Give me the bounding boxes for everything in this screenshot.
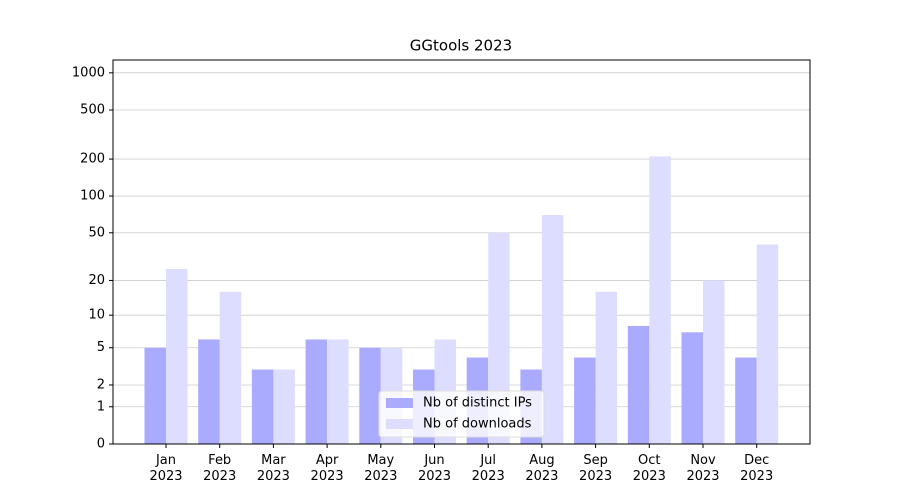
- legend-label: Nb of downloads: [423, 417, 532, 432]
- y-tick-label: 5: [97, 340, 105, 355]
- legend-swatch: [386, 398, 413, 408]
- x-tick-label: May 2023: [364, 453, 398, 484]
- y-tick-label: 100: [80, 189, 105, 204]
- y-tick-label: 20: [88, 273, 105, 288]
- bar: [574, 357, 596, 444]
- bar: [305, 339, 328, 444]
- x-tick-label: Sep 2023: [579, 453, 613, 484]
- y-tick-label: 50: [88, 225, 105, 240]
- y-tick-label: 200: [80, 152, 105, 167]
- x-tick-label: Dec 2023: [740, 453, 774, 484]
- legend-label: Nb of distinct IPs: [423, 396, 532, 411]
- bar: [219, 291, 242, 444]
- x-tick-label: Feb 2023: [203, 453, 237, 484]
- x-tick-label: Oct 2023: [632, 453, 666, 484]
- bar: [166, 268, 188, 444]
- bar: [273, 369, 295, 444]
- bar: [681, 332, 703, 444]
- bar: [198, 339, 220, 444]
- bar: [627, 325, 650, 444]
- x-tick-label: Jan 2023: [149, 453, 183, 484]
- bar: [595, 291, 618, 444]
- y-tick-label: 1: [97, 399, 105, 414]
- x-tick-label: Nov 2023: [686, 453, 720, 484]
- x-tick-label: Aug 2023: [525, 453, 559, 484]
- bar: [756, 244, 779, 444]
- x-tick-label: Jul 2023: [471, 453, 505, 484]
- x-tick-label: Jun 2023: [417, 453, 452, 484]
- chart-title: GGtools 2023: [410, 37, 512, 55]
- legend-box: [378, 390, 545, 438]
- axes-frame: [112, 59, 811, 445]
- bar: [327, 339, 349, 444]
- bar: [251, 369, 274, 444]
- bar: [735, 357, 757, 444]
- bar: [144, 347, 166, 444]
- y-tick-label: 2: [97, 377, 105, 392]
- bar: [649, 156, 671, 444]
- y-tick-label: 0: [97, 437, 105, 452]
- y-tick-label: 500: [80, 103, 105, 118]
- legend-swatch: [386, 419, 413, 429]
- x-tick-label: Mar 2023: [256, 453, 290, 484]
- bar: [703, 280, 725, 444]
- y-tick-label: 1000: [72, 65, 105, 80]
- bar: [359, 347, 381, 444]
- y-tick-label: 10: [88, 308, 105, 323]
- legend: Nb of distinct IPs Nb of downloads: [378, 390, 545, 438]
- bar: [541, 214, 564, 444]
- x-tick-label: Apr 2023: [310, 453, 344, 484]
